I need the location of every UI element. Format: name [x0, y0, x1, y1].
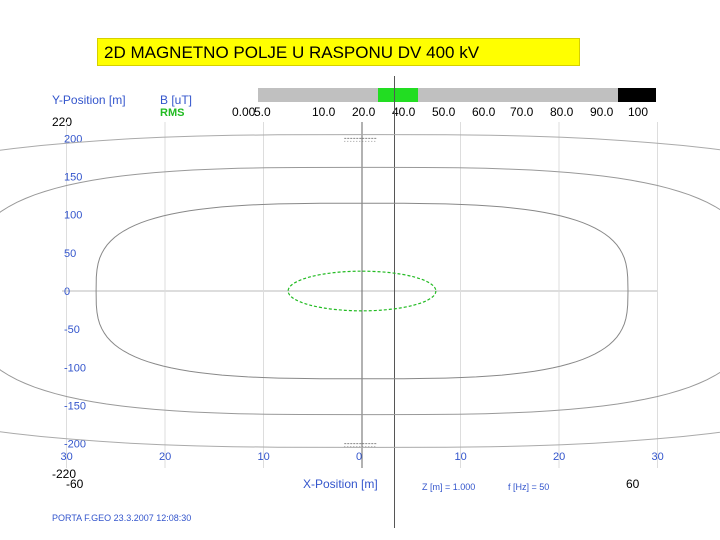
- colorbar-unit-label: B [uT]: [160, 93, 192, 107]
- y-axis-label: Y-Position [m]: [52, 93, 126, 107]
- conductor-markers: [344, 137, 377, 448]
- colorbar-tick-label: 5.0: [254, 105, 271, 119]
- contour-line: [0, 166, 720, 416]
- chart-title: 2D MAGNETNO POLJE U RASPONU DV 400 kV: [97, 38, 580, 66]
- x-tick-labels: 504030201001020304050: [61, 451, 664, 463]
- grid: [62, 76, 658, 528]
- colorbar-tick-label: 60.0: [472, 105, 496, 119]
- y-tick-label: 50: [64, 248, 76, 260]
- x-tick-label: 20: [553, 451, 565, 463]
- x-tick-label: 30: [61, 451, 73, 463]
- colorbar-tick-label: 40.0: [392, 105, 416, 119]
- colorbar-tick-label: 90.0: [590, 105, 614, 119]
- x-tick-label: 0: [356, 451, 362, 463]
- f-param-label: f [Hz] = 50: [508, 482, 549, 492]
- x-tick-label: 10: [455, 451, 467, 463]
- x-right-label: 60: [626, 477, 640, 491]
- contour-line: [0, 134, 720, 448]
- x-axis-label: X-Position [m]: [303, 477, 378, 491]
- colorbar-highlight-segment: [378, 88, 418, 102]
- colorbar-tick-label: 20.0: [352, 105, 376, 119]
- footer-label: PORTA F.GEO 23.3.2007 12:08:30: [52, 513, 191, 523]
- x-tick-label: 10: [258, 451, 270, 463]
- y-tick-label: -100: [64, 362, 86, 374]
- contour-line: [287, 270, 437, 312]
- y-tick-label: -150: [64, 400, 86, 412]
- colorbar-mode-label: RMS: [160, 107, 184, 119]
- colorbar-tick-label: 50.0: [432, 105, 456, 119]
- y-tick-label: 150: [64, 172, 82, 184]
- x-left-label: -60: [66, 477, 84, 491]
- colorbar-tick-label: 70.0: [510, 105, 534, 119]
- z-param-label: Z [m] = 1.000: [422, 482, 475, 492]
- colorbar-tick-label: 80.0: [550, 105, 574, 119]
- colorbar: 0.005.0 10.0 20.0 40.0 50.0 60.0 70.0 80.0 90.0 1…: [232, 88, 656, 119]
- colorbar-base: [258, 88, 656, 102]
- colorbar-tick-label: 0.00: [232, 105, 256, 119]
- contour-lines: [0, 134, 720, 448]
- colorbar-tick-label: 10.0: [312, 105, 336, 119]
- y-top-label: 220: [52, 115, 72, 129]
- y-tick-label: -200: [64, 439, 86, 451]
- y-bottom-label: -220: [52, 467, 76, 481]
- colorbar-max-segment: [618, 88, 656, 102]
- y-tick-label: 100: [64, 210, 82, 222]
- x-tick-label: 20: [159, 451, 171, 463]
- contour-line: [95, 202, 629, 380]
- colorbar-tick-label: 100: [628, 105, 648, 119]
- y-tick-label: -50: [64, 324, 80, 336]
- y-tick-label: 0: [64, 286, 70, 298]
- x-tick-label: 30: [652, 451, 664, 463]
